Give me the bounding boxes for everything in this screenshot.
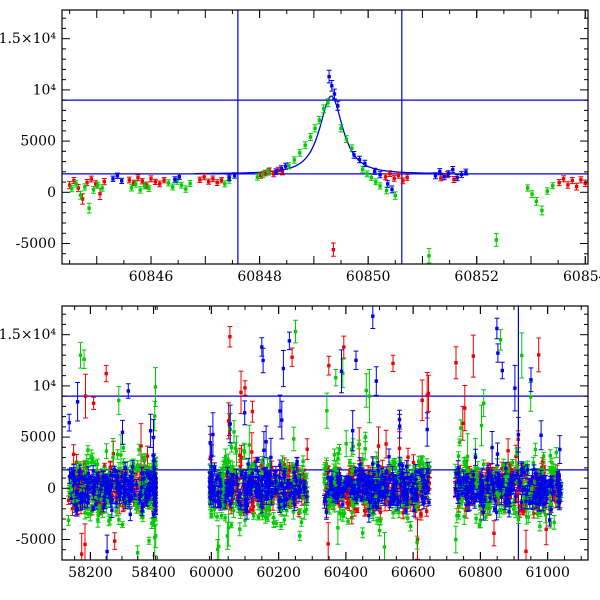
axis-tick-labels: 60846 60848 60850 60852 60854 -5000 0 5000 10⁴ 1.… (0, 31, 600, 285)
axis-tick-labels: 58200 58400 60000 60200 60400 60600 60800 61000… (0, 327, 570, 581)
svg-text:5000: 5000 (20, 134, 56, 150)
svg-text:0: 0 (47, 185, 56, 201)
top-light-curve-chart: 60846 60848 60850 60852 60854 -5000 0 5000 10⁴ 1.… (0, 9, 600, 285)
svg-text:60852: 60852 (454, 269, 499, 285)
svg-text:10⁴: 10⁴ (33, 378, 57, 394)
extra-spikes-2 (125, 306, 505, 399)
svg-text:1.5×10⁴: 1.5×10⁴ (0, 327, 56, 343)
top-light-curve-panel: 60846 60848 60850 60852 60854 -5000 0 5000 10⁴ 1.… (0, 0, 600, 298)
noise-series-1 (66, 332, 564, 560)
extra-spikes-0 (91, 326, 396, 410)
svg-text:60000: 60000 (189, 565, 234, 581)
svg-text:1.5×10⁴: 1.5×10⁴ (0, 31, 56, 47)
svg-text:58200: 58200 (68, 565, 113, 581)
svg-text:60854: 60854 (563, 269, 600, 285)
svg-text:5000: 5000 (20, 430, 56, 446)
svg-text:10⁴: 10⁴ (33, 82, 57, 98)
svg-text:0: 0 (47, 481, 56, 497)
series-green (69, 98, 556, 264)
bottom-light-curve-chart: 58200 58400 60000 60200 60400 60600 60800 61000… (0, 305, 589, 581)
svg-text:60846: 60846 (129, 269, 174, 285)
extra-spikes-1 (81, 319, 503, 560)
model-fit-curve (194, 95, 444, 175)
svg-text:60800: 60800 (458, 565, 503, 581)
svg-text:60200: 60200 (256, 565, 301, 581)
bottom-light-curve-panel: 58200 58400 60000 60200 60400 60600 60800 61000… (0, 298, 600, 600)
series-blue (110, 69, 469, 194)
svg-text:60600: 60600 (391, 565, 436, 581)
svg-text:60850: 60850 (346, 269, 391, 285)
svg-text:-5000: -5000 (16, 532, 56, 548)
svg-text:60400: 60400 (324, 565, 369, 581)
series-red (67, 166, 588, 257)
reference-lines (62, 10, 588, 264)
plot-frame (61, 305, 589, 561)
svg-text:58400: 58400 (131, 565, 176, 581)
noise-series-2 (66, 331, 564, 560)
plot-frame (61, 9, 589, 265)
axis-ticks (62, 306, 588, 561)
svg-text:60848: 60848 (237, 269, 282, 285)
axis-ticks (62, 10, 588, 265)
svg-text:61000: 61000 (525, 565, 570, 581)
svg-text:-5000: -5000 (16, 236, 56, 252)
